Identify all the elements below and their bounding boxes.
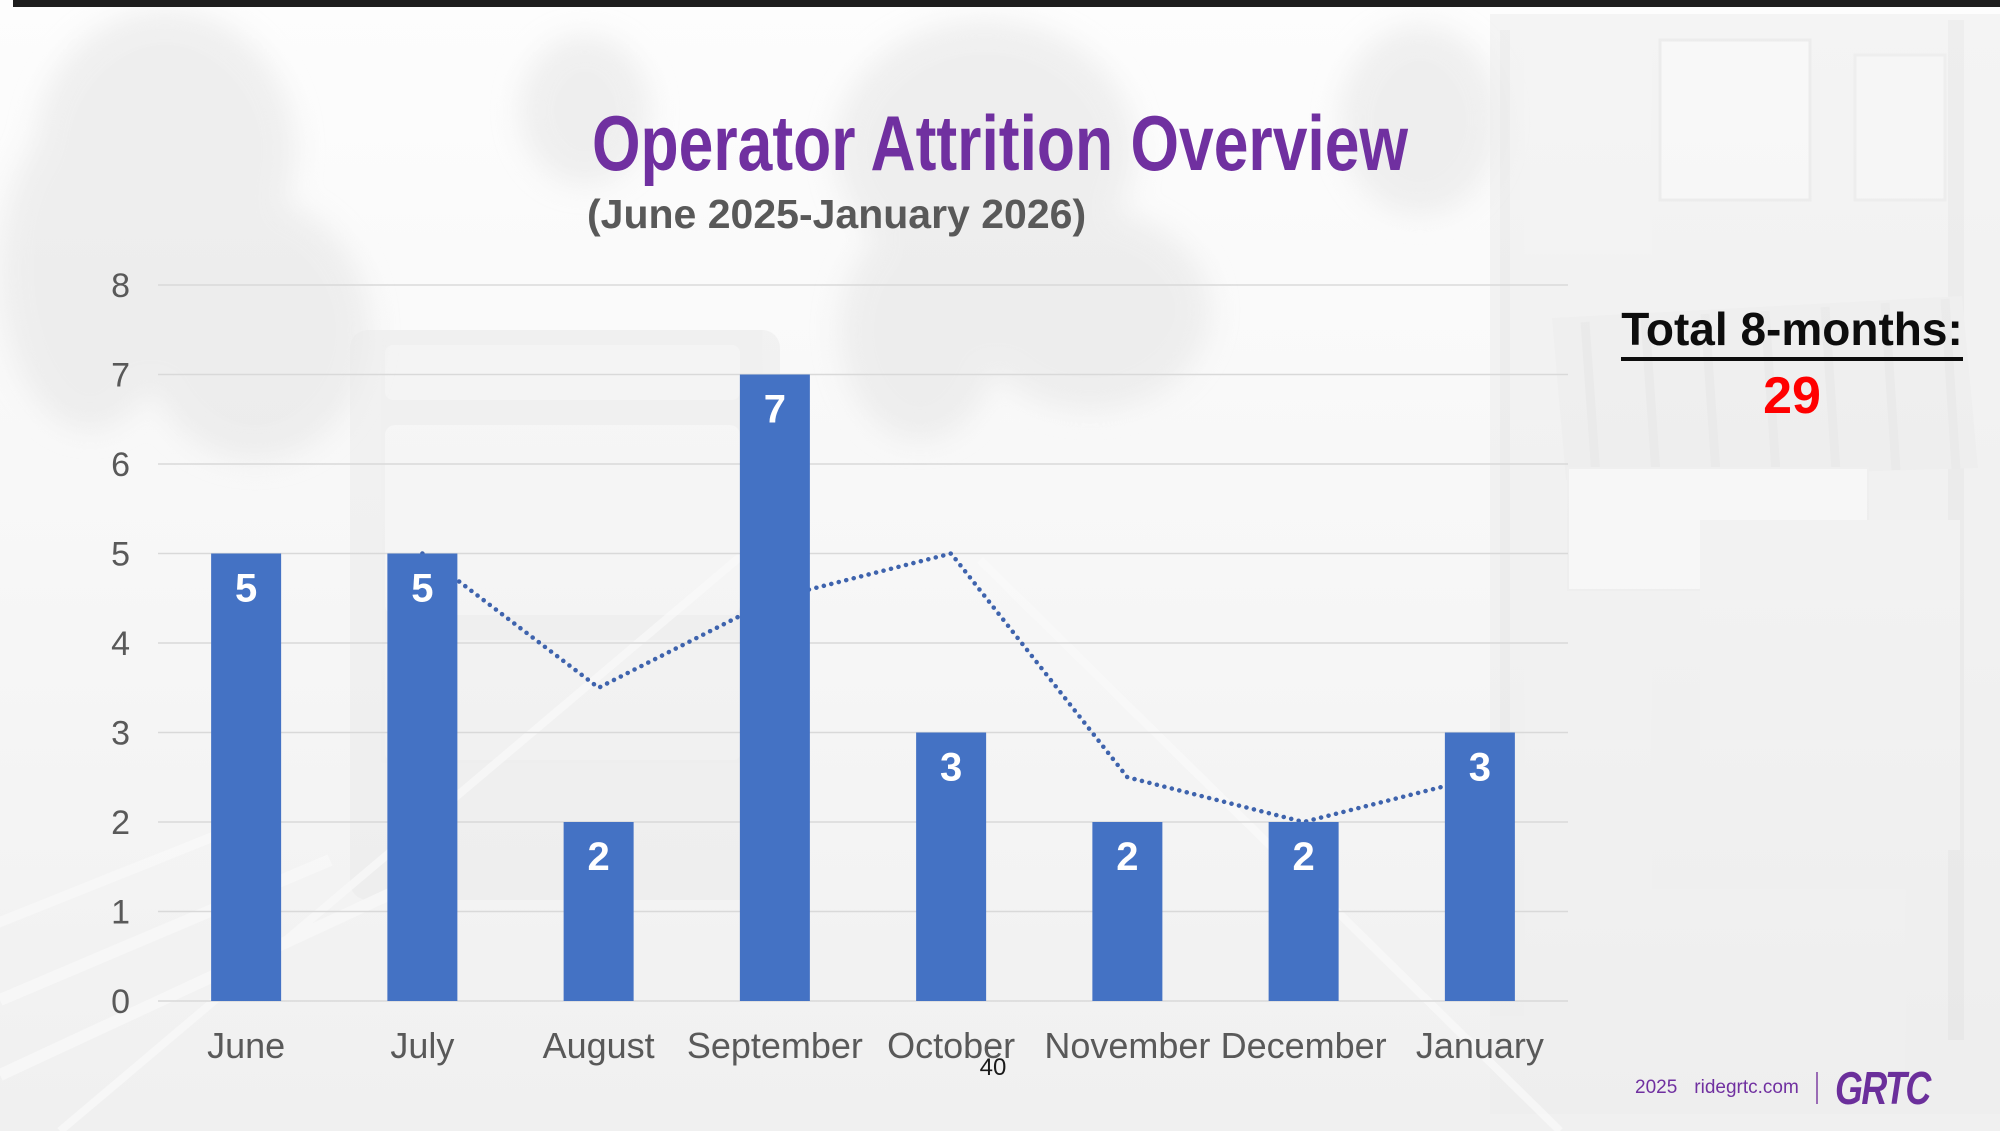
y-tick-label-0: 0 <box>111 983 130 1021</box>
bar-label-december: 2 <box>1293 835 1315 879</box>
y-tick-label-6: 6 <box>111 446 130 484</box>
x-axis-label-december: December <box>1221 1025 1387 1066</box>
bar-label-january: 3 <box>1469 746 1491 790</box>
bar-august <box>563 822 634 1001</box>
slide-top-accent-bar <box>13 0 2000 7</box>
x-axis-label-june: June <box>207 1025 285 1066</box>
bar-label-october: 3 <box>940 746 962 790</box>
y-tick-label-3: 3 <box>111 715 130 753</box>
bar-december <box>1268 822 1339 1001</box>
bar-label-august: 2 <box>588 835 610 879</box>
grtc-logo: GRTC <box>1834 1062 1931 1114</box>
title-row: Operator Attrition Overview <box>0 104 2000 182</box>
trendline-moving-average <box>420 551 1483 825</box>
bar-label-june: 5 <box>235 567 257 611</box>
y-tick-label-4: 4 <box>111 625 130 663</box>
x-axis-label-august: August <box>543 1025 655 1066</box>
footer-year: 2025 <box>1635 1077 1678 1098</box>
background-bus <box>350 330 780 900</box>
y-tick-label-8: 8 <box>111 267 130 305</box>
x-axis-label-october: October <box>887 1025 1015 1066</box>
background-trees <box>0 10 1500 460</box>
bar-january <box>1444 732 1515 1001</box>
bar-label-july: 5 <box>411 567 433 611</box>
y-tick-label-5: 5 <box>111 536 130 574</box>
footer: 2025 ridegrtc.com GRTC <box>1635 1064 1956 1112</box>
page-number: 40 <box>979 1054 1007 1081</box>
footer-divider <box>1815 1072 1818 1104</box>
bar-november <box>1092 822 1163 1001</box>
page-subtitle: (June 2025-January 2026) <box>587 191 1087 237</box>
bar-label-november: 2 <box>1116 835 1138 879</box>
page-title: Operator Attrition Overview <box>591 99 1408 187</box>
y-tick-label-2: 2 <box>111 804 130 842</box>
bar-july <box>387 553 458 1001</box>
total-label: Total 8-months: <box>1621 306 1963 361</box>
y-tick-label-1: 1 <box>111 894 130 932</box>
x-axis-label-january: January <box>1416 1025 1544 1066</box>
x-axis-label-september: September <box>687 1025 863 1066</box>
bar-label-september: 7 <box>764 388 786 432</box>
x-axis-label-november: November <box>1044 1025 1210 1066</box>
total-block: Total 8-months: 29 <box>1612 306 1972 422</box>
footer-website: ridegrtc.com <box>1694 1077 1799 1098</box>
bar-june <box>211 553 282 1001</box>
bar-october <box>916 732 987 1001</box>
background-buildings <box>1490 14 2000 1114</box>
bar-september <box>739 374 810 1001</box>
total-value: 29 <box>1763 367 1821 425</box>
x-axis-label-july: July <box>390 1025 454 1066</box>
y-tick-label-7: 7 <box>111 357 130 395</box>
